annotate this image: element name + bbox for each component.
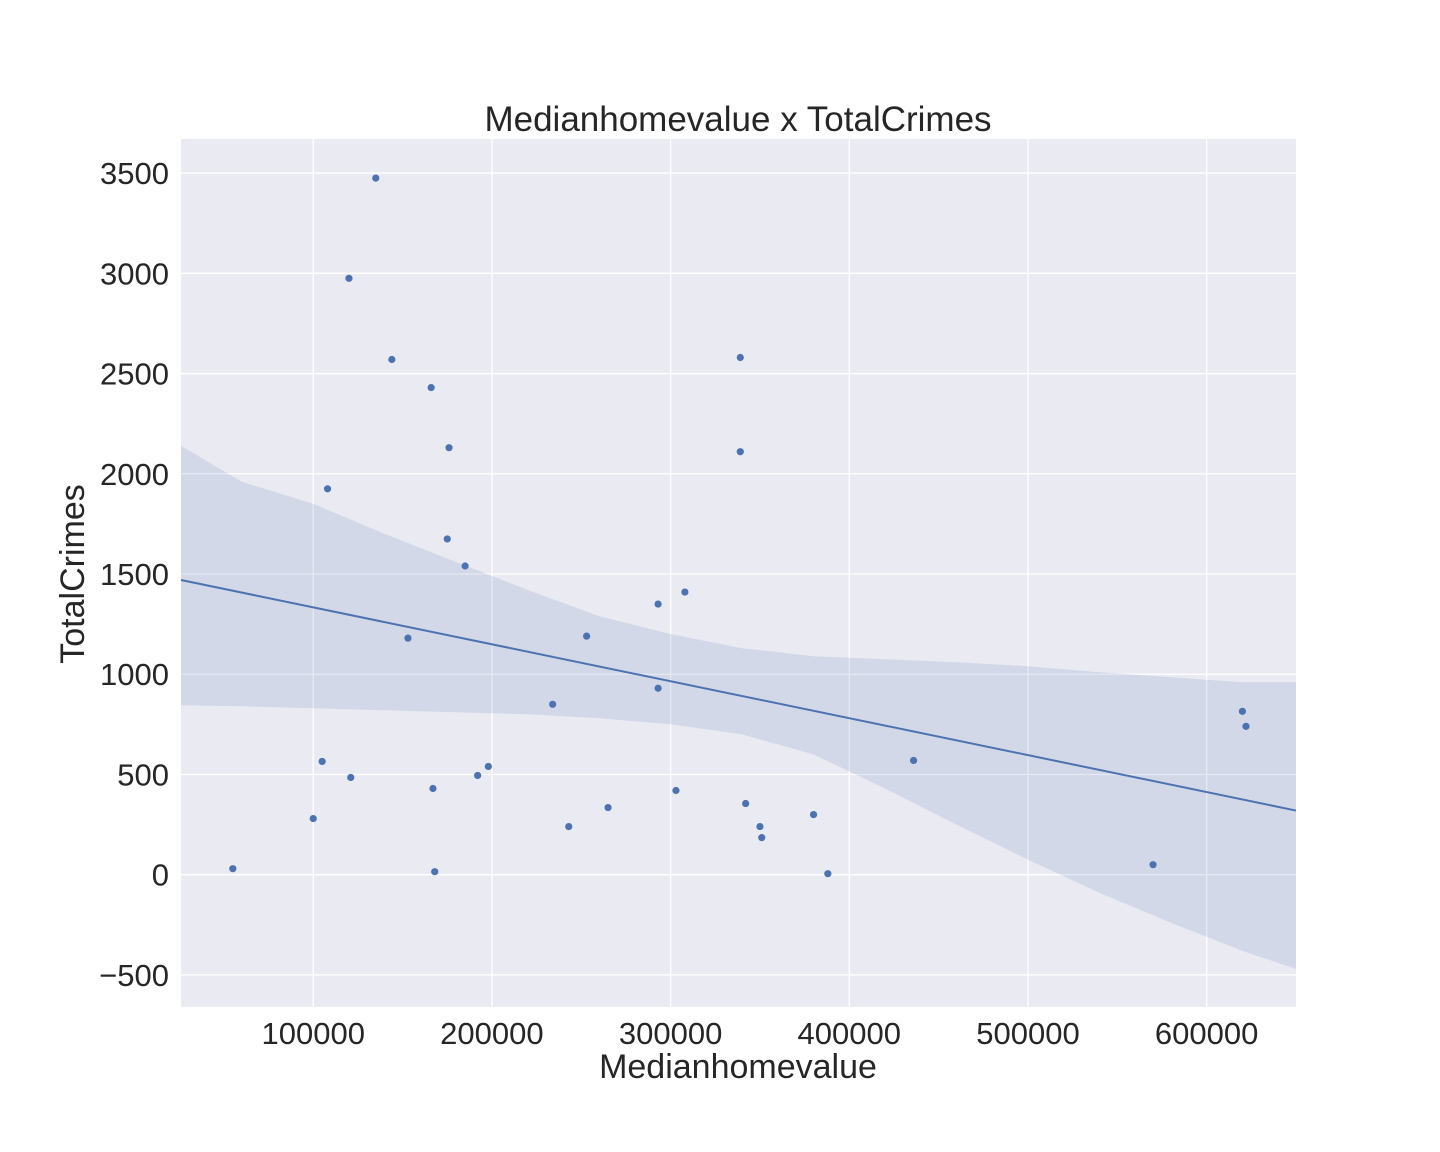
- x-tick-label: 300000: [619, 1016, 722, 1051]
- scatter-point: [323, 485, 332, 493]
- scatter-point: [431, 868, 439, 876]
- regression-line: [180, 579, 1297, 812]
- y-tick-label: 1500: [100, 557, 169, 592]
- scatter-point: [736, 353, 744, 362]
- scatter-point: [824, 870, 832, 878]
- y-tick-label: 1000: [100, 657, 169, 692]
- scatter-point: [742, 799, 750, 808]
- scatter-point: [672, 786, 680, 795]
- scatter-point: [583, 632, 591, 640]
- y-tick-labels: −500 0 500 1000 1500 2000 2500 3000 3500: [99, 156, 169, 993]
- x-axis-label: Medianhomevalue: [599, 1048, 877, 1086]
- y-tick-label: 3500: [100, 156, 169, 191]
- scatter-point: [604, 803, 612, 812]
- scatter-point: [309, 814, 317, 823]
- scatter-point: [347, 773, 355, 782]
- scatter-point: [736, 448, 744, 456]
- scatter-point: [372, 174, 380, 182]
- y-tick-label: 500: [117, 757, 169, 792]
- grid-lines: [181, 139, 1296, 1007]
- scatter-point: [809, 810, 818, 819]
- scatter-point: [427, 383, 435, 392]
- x-tick-label: 100000: [262, 1016, 365, 1051]
- scatter-point: [318, 757, 326, 766]
- scatter-point: [404, 634, 412, 642]
- y-axis-label: TotalCrimes: [54, 484, 92, 663]
- scatter-point: [756, 822, 764, 831]
- y-tick-label: 3000: [100, 256, 169, 291]
- scatter-point: [445, 444, 453, 452]
- x-tick-labels: 100000 200000 300000 400000 500000 600000: [262, 1016, 1259, 1051]
- y-tick-label: 2000: [100, 457, 169, 492]
- x-tick-label: 400000: [798, 1016, 901, 1051]
- scatter-point: [1149, 861, 1157, 869]
- scatter-point: [681, 588, 689, 596]
- scatter-point: [474, 771, 482, 780]
- plot-background: [181, 139, 1296, 1007]
- confidence-band: [181, 445, 1296, 969]
- scatter-point: [654, 684, 662, 692]
- chart-title: Medianhomevalue x TotalCrimes: [484, 100, 991, 139]
- x-tick-label: 200000: [440, 1016, 543, 1051]
- y-tick-label: −500: [99, 958, 169, 993]
- x-tick-label: 600000: [1155, 1016, 1258, 1051]
- scatter-points: [229, 174, 1250, 878]
- scatter-point: [484, 762, 492, 771]
- scatter-point: [910, 756, 918, 765]
- y-tick-label: 0: [152, 858, 169, 893]
- scatter-point: [758, 834, 766, 842]
- scatter-point: [461, 562, 469, 570]
- scatter-point: [229, 865, 237, 873]
- scatter-point: [565, 822, 573, 831]
- scatter-point: [549, 700, 557, 708]
- scatter-point: [429, 784, 437, 793]
- scatter-point: [1238, 707, 1246, 715]
- scatter-point: [388, 355, 396, 364]
- scatter-point: [1242, 722, 1250, 730]
- scatter-point: [345, 274, 353, 282]
- x-tick-label: 500000: [976, 1016, 1079, 1051]
- scatter-point: [443, 535, 451, 543]
- y-tick-label: 2500: [100, 357, 169, 392]
- scatter-point: [654, 600, 662, 608]
